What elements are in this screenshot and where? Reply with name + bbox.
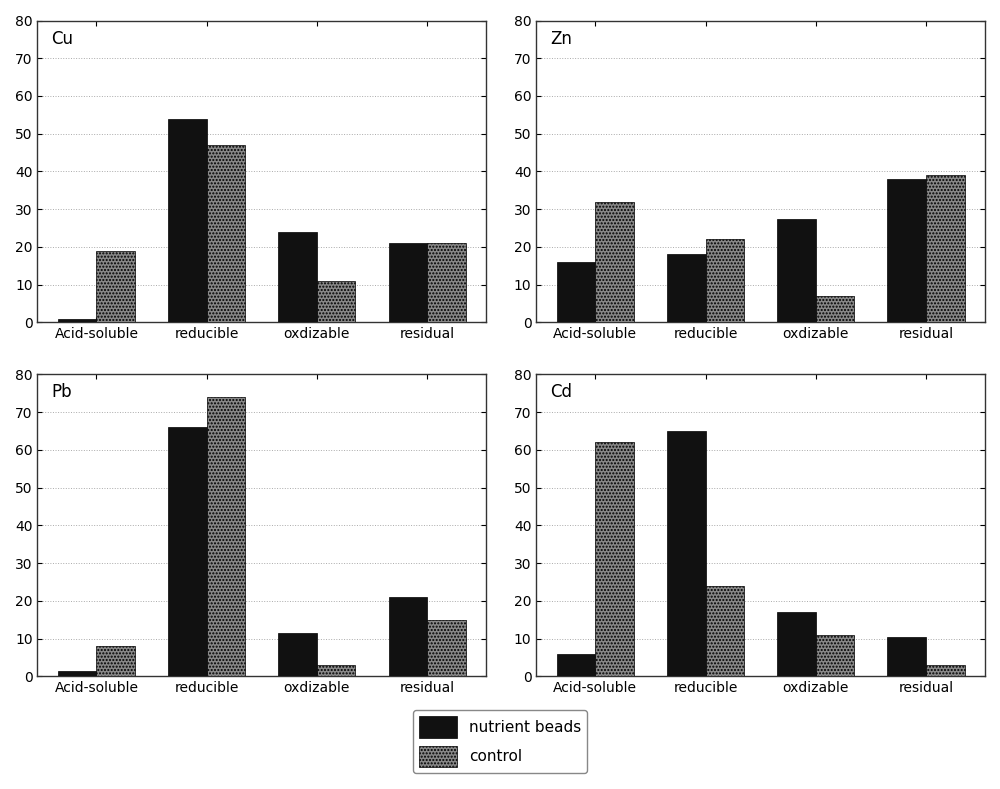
Bar (58, 319, 96, 322)
Text: Zn: Zn (550, 29, 572, 47)
Bar (595, 201, 634, 322)
Bar (427, 619, 466, 676)
Bar (777, 612, 816, 676)
Text: Cd: Cd (550, 383, 572, 402)
Bar (278, 633, 317, 676)
Bar (389, 597, 427, 676)
Bar (706, 585, 744, 676)
Bar (168, 428, 207, 676)
Bar (557, 653, 595, 676)
Bar (427, 243, 466, 322)
Bar (887, 179, 926, 322)
Bar (168, 118, 207, 322)
Legend: nutrient beads, control: nutrient beads, control (413, 710, 587, 773)
Bar (557, 262, 595, 322)
Bar (926, 175, 965, 322)
Bar (96, 646, 135, 676)
Bar (667, 431, 706, 676)
Bar (887, 637, 926, 676)
Bar (816, 634, 854, 676)
Bar (96, 251, 135, 322)
Bar (278, 232, 317, 322)
Bar (926, 665, 965, 676)
Bar (389, 243, 427, 322)
Text: Cu: Cu (51, 29, 73, 47)
Bar (58, 671, 96, 676)
Bar (706, 239, 744, 322)
Bar (816, 296, 854, 322)
Bar (595, 443, 634, 676)
Bar (667, 254, 706, 322)
Text: Pb: Pb (51, 383, 72, 402)
Bar (207, 145, 245, 322)
Bar (317, 665, 355, 676)
Bar (317, 281, 355, 322)
Bar (777, 219, 816, 322)
Bar (207, 397, 245, 676)
